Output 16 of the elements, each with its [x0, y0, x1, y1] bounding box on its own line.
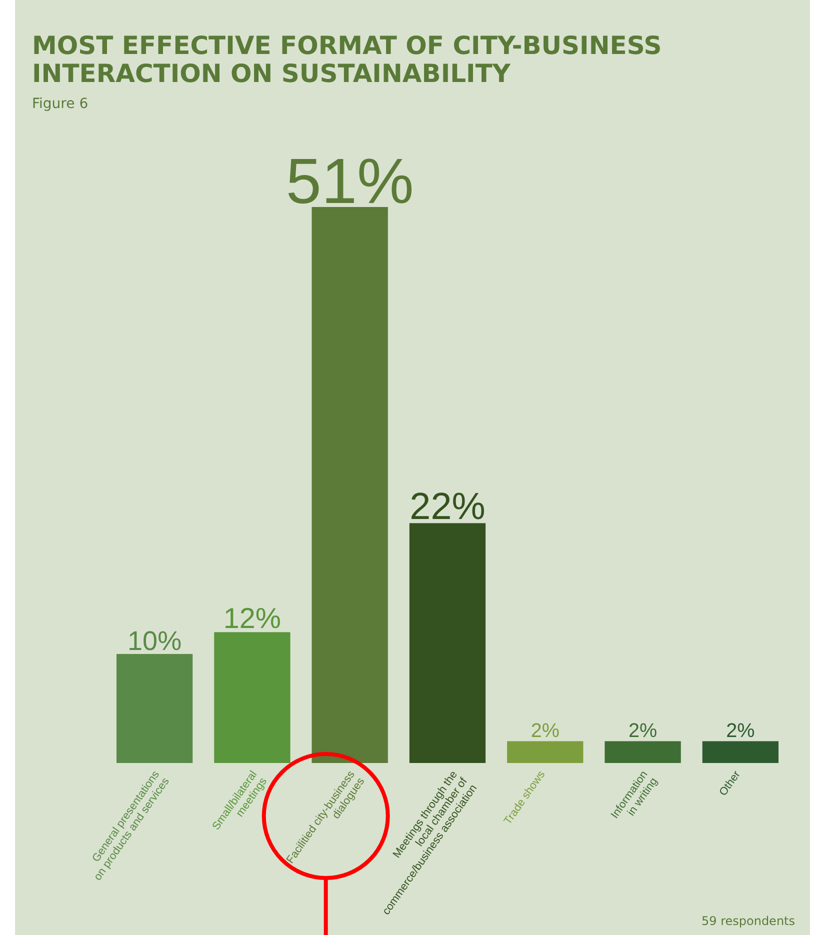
bar: [116, 654, 193, 763]
bar: [604, 741, 681, 763]
bar: [507, 741, 584, 763]
bar: [214, 632, 290, 763]
data-label: 22%: [410, 486, 486, 528]
data-label: 10%: [128, 626, 182, 656]
chart-subtitle: Figure 6: [32, 96, 88, 112]
text: 59 respondents: [701, 914, 795, 928]
bar: [702, 741, 779, 763]
data-label: 51%: [286, 145, 414, 217]
data-label: 12%: [223, 603, 282, 636]
data-label: 2%: [530, 720, 560, 742]
data-label: 2%: [628, 720, 658, 742]
bar: [409, 523, 486, 763]
chart-title: MOST EFFECTIVE FORMAT OF CITY-BUSINESS INTERACTION ON SUSTAINABILITY: [32, 31, 662, 88]
data-label: 2%: [726, 720, 755, 742]
